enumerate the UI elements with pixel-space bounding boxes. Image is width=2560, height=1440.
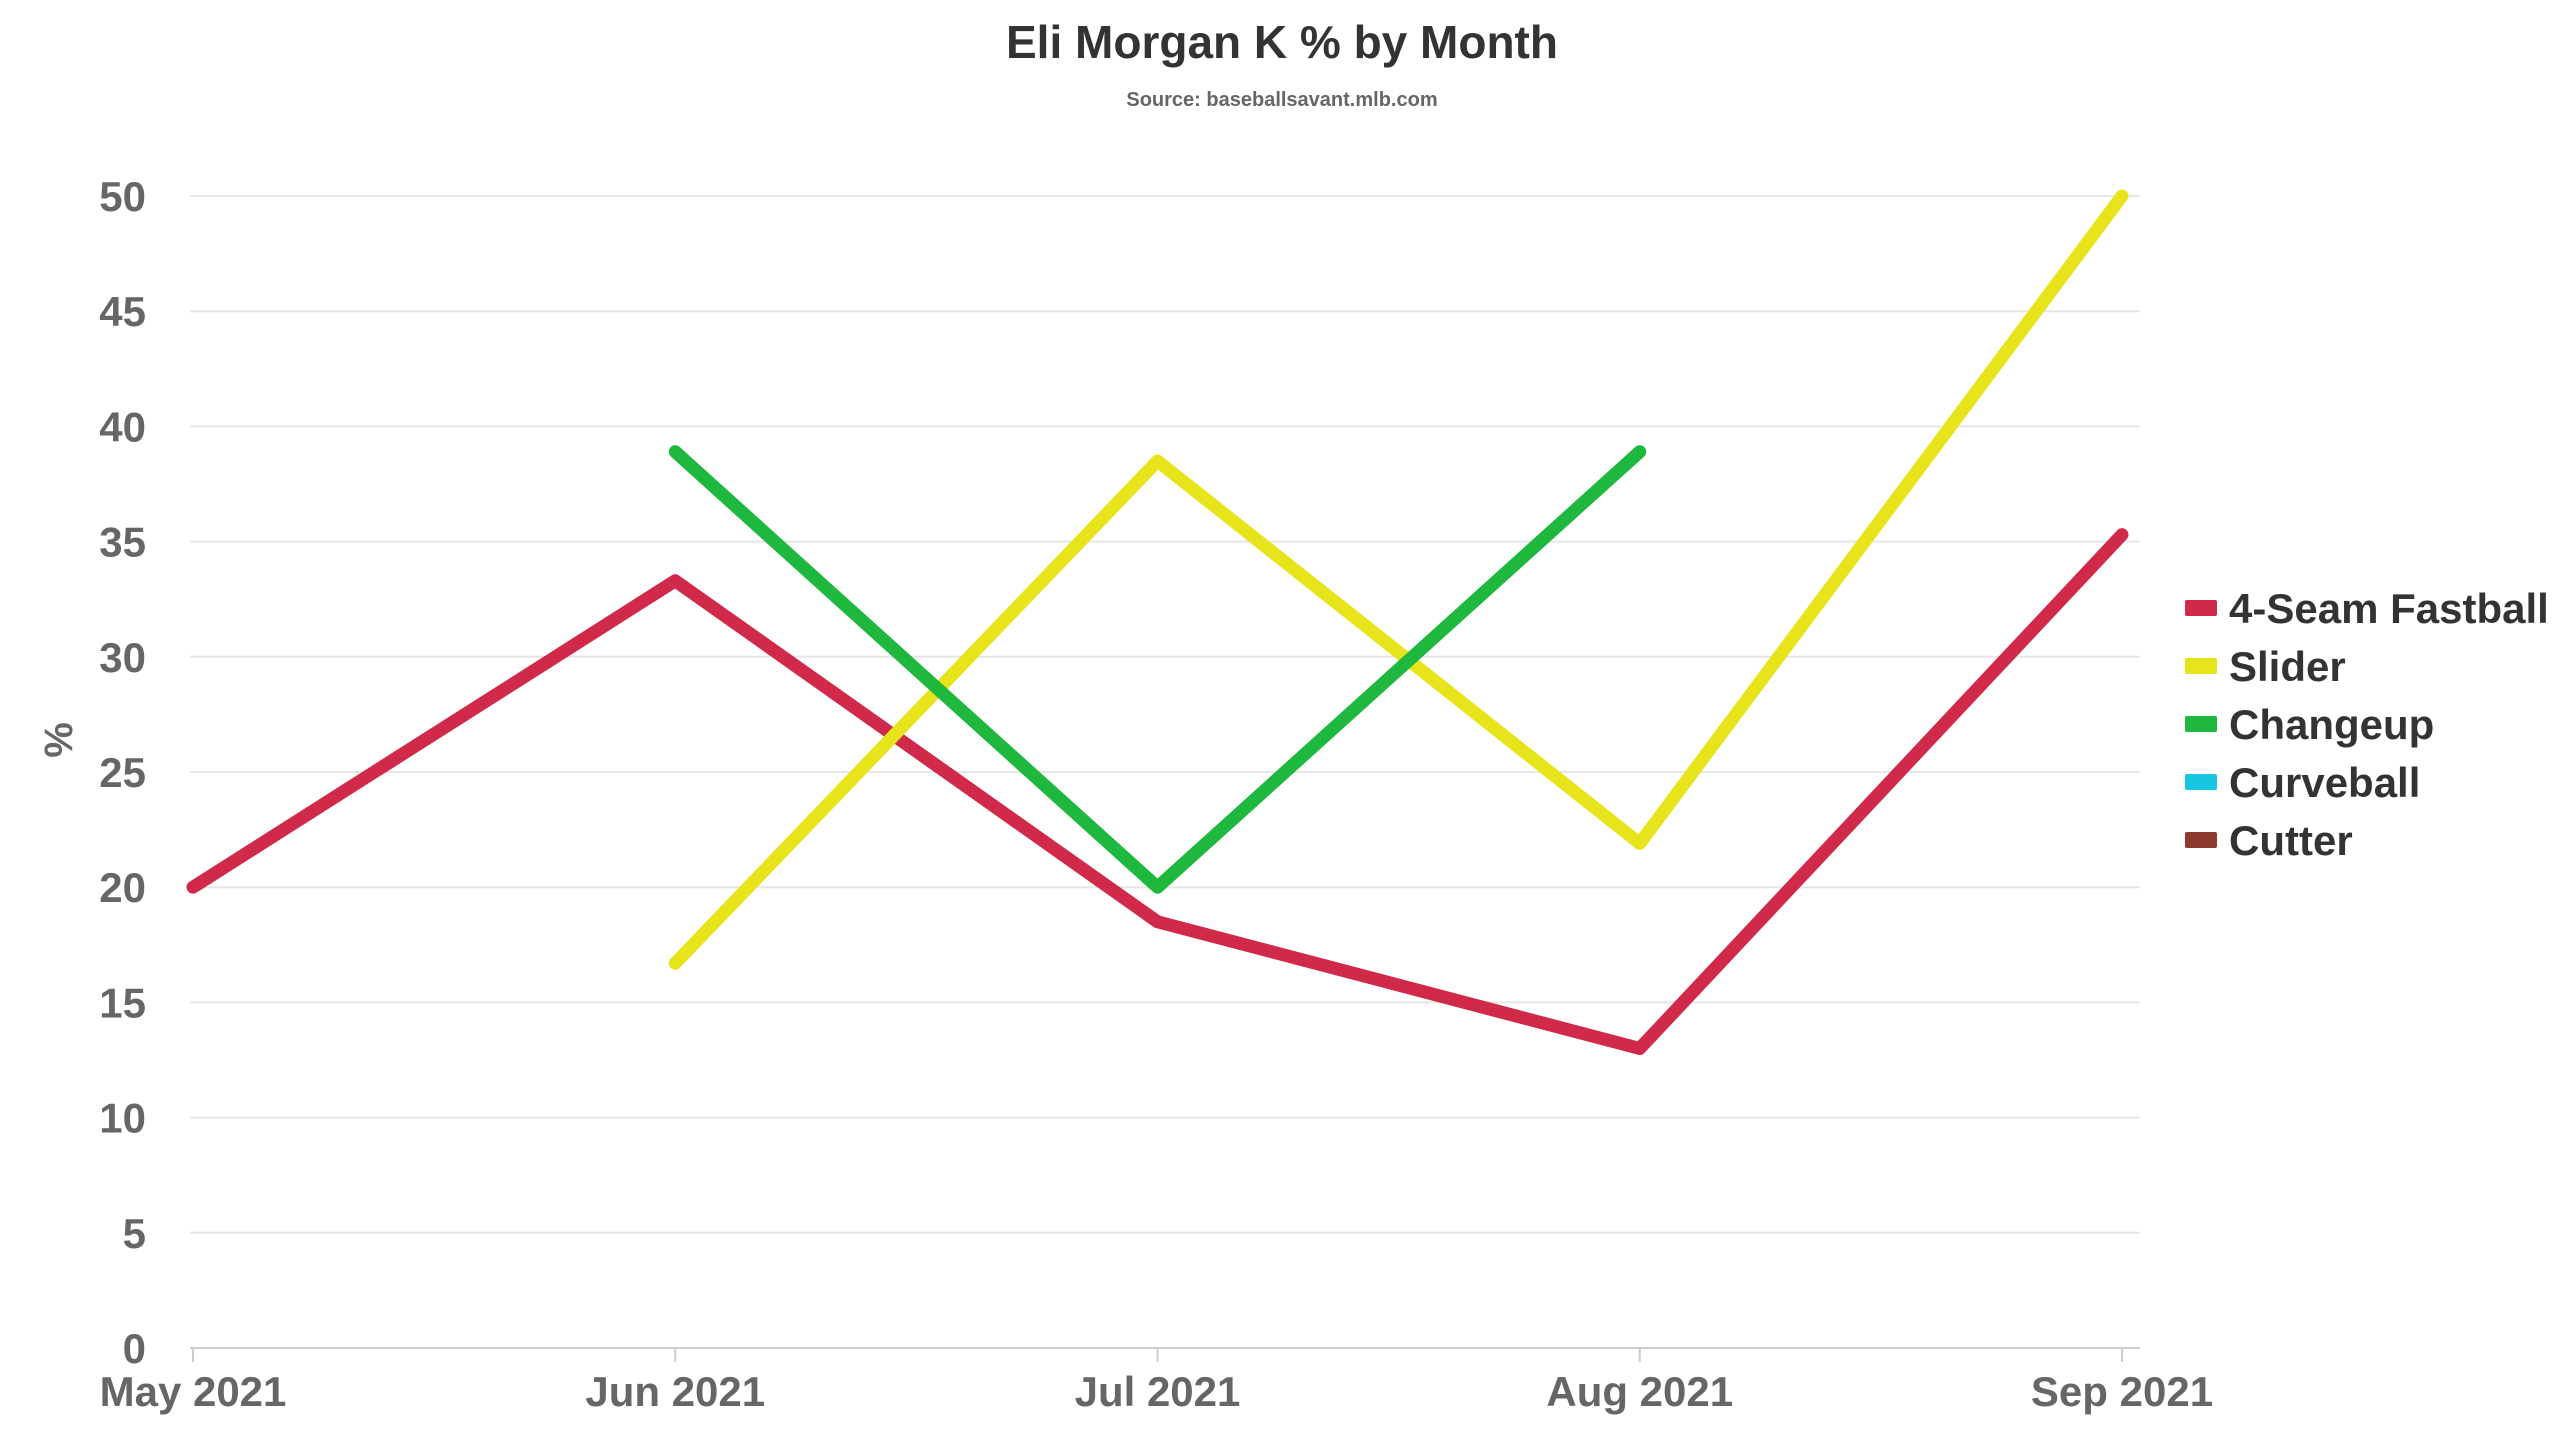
- legend-swatch-4-seam-fastball: [2185, 600, 2217, 616]
- x-tick-label: Jun 2021: [585, 1368, 765, 1415]
- series-line-slider: [668, 189, 2129, 970]
- y-tick-label: 35: [99, 519, 146, 566]
- series-lines: [186, 189, 2129, 1055]
- y-axis-ticks: 0 5 10 15 20 25 30 35 40 45 50: [99, 173, 146, 1372]
- legend-swatch-curveball: [2185, 774, 2217, 790]
- x-tick-label: Sep 2021: [2031, 1368, 2213, 1415]
- legend-label-slider[interactable]: Slider: [2229, 643, 2346, 690]
- y-tick-label: 10: [99, 1095, 146, 1142]
- y-tick-label: 50: [99, 173, 146, 220]
- legend-swatch-changeup: [2185, 716, 2217, 732]
- series-line-4-seam-fastball: [186, 528, 2129, 1055]
- x-tick-label: May 2021: [100, 1368, 287, 1415]
- y-tick-label: 30: [99, 634, 146, 681]
- y-tick-label: 15: [99, 979, 146, 1026]
- y-tick-label: 5: [123, 1210, 146, 1257]
- y-tick-label: 40: [99, 403, 146, 450]
- y-tick-label: 25: [99, 749, 146, 796]
- legend-swatch-cutter: [2185, 832, 2217, 848]
- gridlines: [190, 195, 2140, 1349]
- x-tick-label: Aug 2021: [1546, 1368, 1733, 1415]
- legend-label-changeup[interactable]: Changeup: [2229, 701, 2434, 748]
- x-tick-label: Jul 2021: [1075, 1368, 1241, 1415]
- y-tick-label: 0: [123, 1325, 146, 1372]
- legend-label-4-seam-fastball[interactable]: 4-Seam Fastball: [2229, 585, 2549, 632]
- legend-swatch-slider: [2185, 658, 2217, 674]
- chart-title: Eli Morgan K % by Month: [1006, 16, 1558, 68]
- chart-subtitle: Source: baseballsavant.mlb.com: [1126, 89, 1437, 111]
- y-tick-label: 45: [99, 288, 146, 335]
- x-axis-ticks: May 2021 Jun 2021 Jul 2021 Aug 2021 Sep 2021: [100, 1348, 2213, 1415]
- series-line-changeup: [668, 445, 1647, 894]
- legend-label-cutter[interactable]: Cutter: [2229, 817, 2353, 864]
- legend-label-curveball[interactable]: Curveball: [2229, 759, 2420, 806]
- y-tick-label: 20: [99, 864, 146, 911]
- legend: 4-Seam Fastball Slider Changeup Curveball Cu…: [2185, 585, 2549, 864]
- y-axis-title: %: [37, 722, 81, 758]
